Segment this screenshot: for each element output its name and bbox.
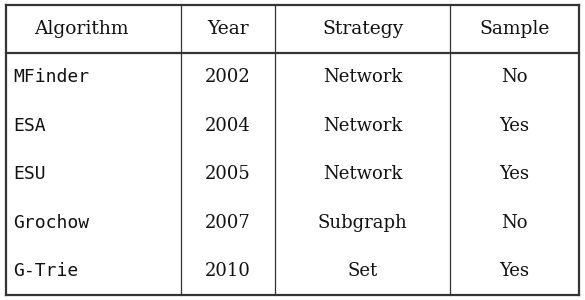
Text: Algorithm: Algorithm — [35, 20, 129, 38]
Text: 2010: 2010 — [205, 262, 251, 280]
Text: Grochow: Grochow — [13, 214, 89, 232]
Text: 2007: 2007 — [205, 214, 251, 232]
Text: No: No — [501, 214, 528, 232]
Text: Yes: Yes — [500, 117, 529, 135]
Text: Sample: Sample — [480, 20, 550, 38]
Text: MFinder: MFinder — [13, 68, 89, 86]
Text: 2005: 2005 — [205, 165, 251, 183]
Text: Yes: Yes — [500, 262, 529, 280]
Text: Set: Set — [347, 262, 378, 280]
Text: ESA: ESA — [13, 117, 46, 135]
Text: Subgraph: Subgraph — [318, 214, 408, 232]
Text: G-Trie: G-Trie — [13, 262, 78, 280]
Text: ESU: ESU — [13, 165, 46, 183]
Text: Year: Year — [207, 20, 249, 38]
Text: Network: Network — [323, 165, 402, 183]
Text: 2002: 2002 — [205, 68, 251, 86]
Text: Strategy: Strategy — [322, 20, 403, 38]
Text: 2004: 2004 — [205, 117, 251, 135]
Text: Yes: Yes — [500, 165, 529, 183]
Text: Network: Network — [323, 68, 402, 86]
Text: No: No — [501, 68, 528, 86]
Text: Network: Network — [323, 117, 402, 135]
